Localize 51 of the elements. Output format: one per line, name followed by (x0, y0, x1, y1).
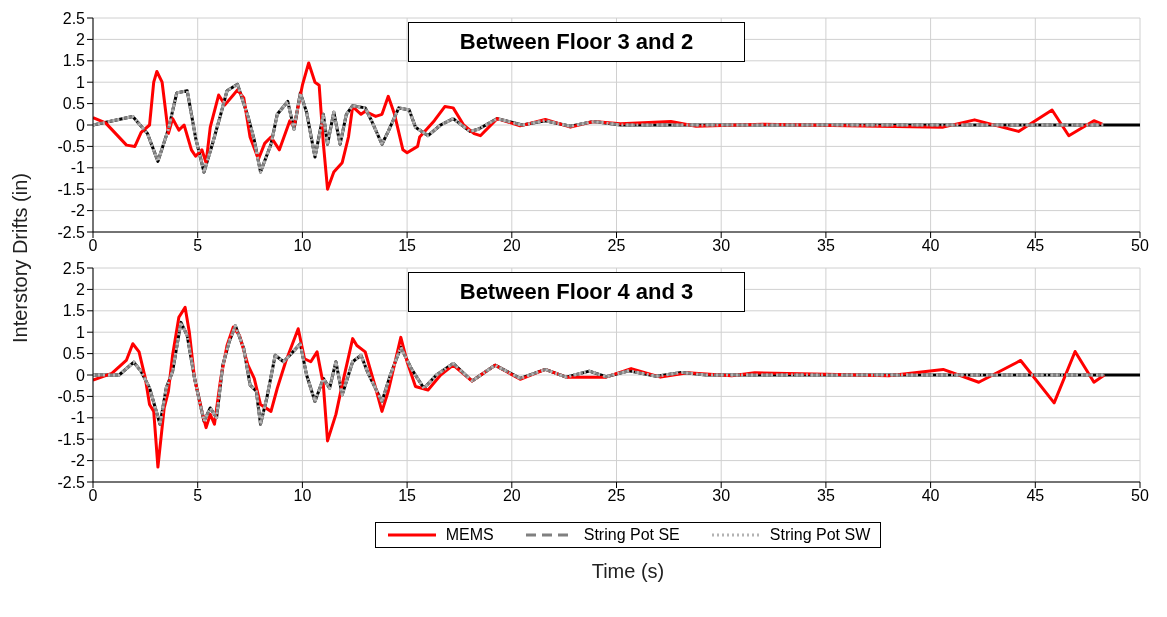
x-tick-label: 35 (817, 237, 835, 255)
y-tick-label: 1.5 (62, 52, 86, 70)
title-frame: Between Floor 4 and 3 (408, 272, 745, 312)
x-tick-label: 20 (502, 237, 521, 255)
y-tick-label: 1 (76, 323, 86, 341)
x-tick-label: 15 (398, 237, 417, 255)
y-tick-label: -2.5 (57, 473, 86, 491)
y-tick-label: 0 (76, 366, 86, 384)
y-tick-label: -2.5 (57, 223, 86, 241)
y-axis-title: Interstory Drifts (in) (8, 172, 32, 344)
x-tick-label: 50 (1131, 487, 1149, 505)
x-tick-label: 40 (921, 237, 940, 255)
y-tick-label: 0.5 (62, 345, 86, 363)
y-tick-label: -1 (70, 159, 86, 177)
x-axis-title: Time (s) (590, 560, 666, 583)
x-tick-label: 15 (398, 487, 417, 505)
legend-label: MEMS (445, 526, 494, 544)
x-tick-label: 0 (88, 237, 98, 255)
y-tick-label: 0 (76, 116, 86, 134)
y-tick-label: 0.5 (62, 95, 86, 113)
y-tick-label: 2.5 (62, 259, 86, 277)
y-tick-label: -1.5 (57, 430, 86, 448)
y-tick-label: -2 (70, 452, 86, 470)
x-tick-label: 45 (1026, 237, 1045, 255)
x-tick-label: 5 (193, 237, 203, 255)
y-tick-label: 2.5 (62, 9, 86, 27)
y-tick-label: 2 (76, 281, 86, 299)
x-tick-label: 30 (712, 487, 731, 505)
x-tick-label: 10 (293, 487, 312, 505)
y-tick-label: -1.5 (57, 180, 86, 198)
x-tick-label: 25 (607, 237, 626, 255)
x-tick-label: 30 (712, 237, 731, 255)
title-frame: Between Floor 3 and 2 (408, 22, 745, 62)
x-tick-label: 20 (502, 487, 521, 505)
x-tick-label: 0 (88, 487, 98, 505)
legend-label: String Pot SE (583, 526, 680, 544)
y-tick-label: -1 (70, 409, 86, 427)
y-tick-label: 1.5 (62, 302, 86, 320)
y-tick-label: 1 (76, 73, 86, 91)
legend-label: String Pot SW (769, 526, 871, 544)
y-tick-label: -2 (70, 202, 86, 220)
y-tick-label: 2 (76, 31, 86, 49)
x-tick-label: 35 (817, 487, 835, 505)
x-tick-label: 25 (607, 487, 626, 505)
y-tick-label: -0.5 (57, 388, 86, 406)
x-tick-label: 45 (1026, 487, 1045, 505)
x-tick-label: 5 (193, 487, 203, 505)
y-tick-label: -0.5 (57, 138, 86, 156)
x-tick-label: 10 (293, 237, 312, 255)
x-tick-label: 40 (921, 487, 940, 505)
x-tick-label: 50 (1131, 237, 1149, 255)
